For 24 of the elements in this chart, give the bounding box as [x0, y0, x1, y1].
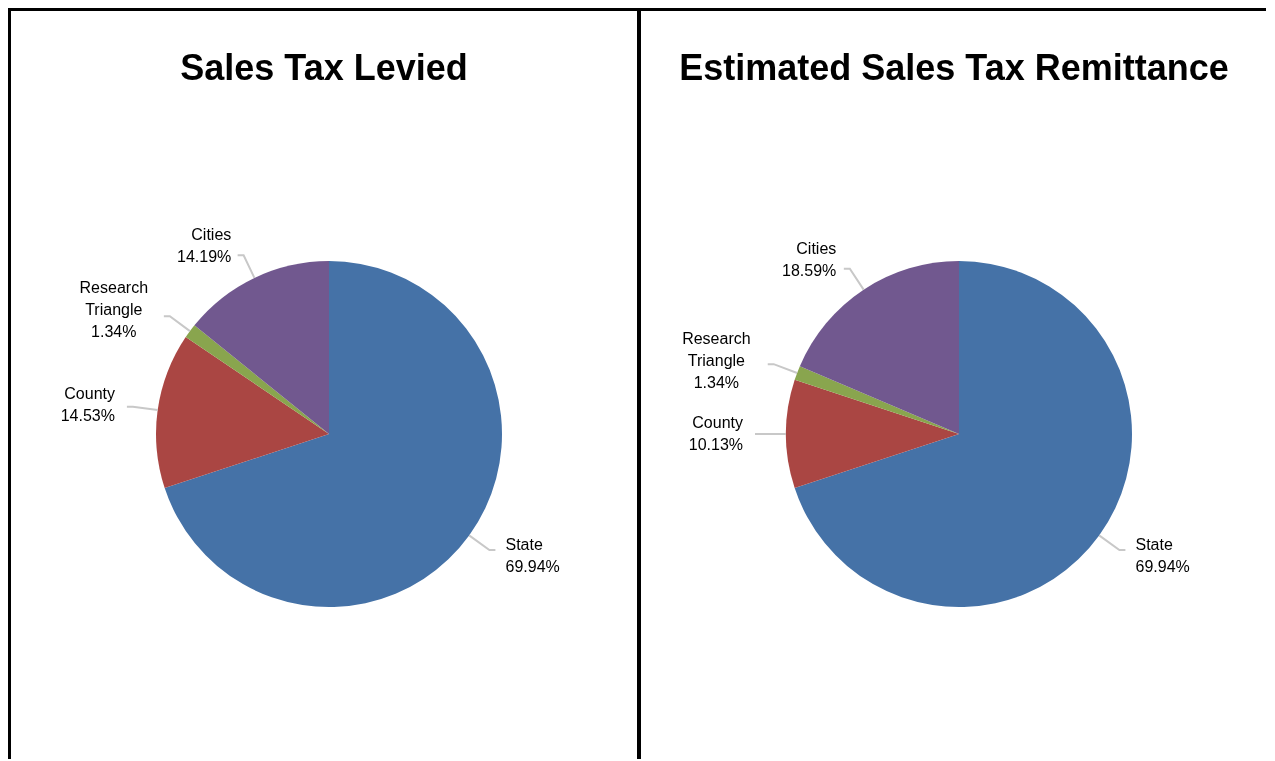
data-label: 69.94% [505, 557, 560, 575]
data-label: 18.59% [782, 262, 837, 280]
data-label: 14.19% [177, 248, 232, 266]
data-label: 69.94% [1135, 557, 1190, 575]
data-label: 14.53% [60, 407, 115, 425]
pie-slice [794, 366, 959, 434]
pie-slice [786, 379, 959, 489]
slice-label: Research Triangle [79, 279, 149, 319]
chart-title: Sales Tax Levied [179, 46, 469, 90]
chart-title: Estimated Sales Tax Remittance [678, 46, 1230, 90]
slice-label: Cities [191, 226, 232, 244]
data-label: 1.34% [91, 323, 137, 341]
data-label: 1.34% [693, 373, 740, 391]
pie-slice [156, 337, 329, 489]
pie-slice [164, 261, 502, 607]
slice-label: Cities [796, 240, 837, 258]
slice-label: State [1135, 535, 1173, 553]
slice-label: County [692, 413, 743, 431]
pie-slice [194, 261, 329, 434]
pie-slice [185, 325, 329, 434]
slice-label: State [505, 535, 543, 553]
slice-label: County [64, 385, 115, 403]
data-label: 10.13% [688, 435, 743, 453]
slice-label: Research Triangle [682, 329, 751, 369]
